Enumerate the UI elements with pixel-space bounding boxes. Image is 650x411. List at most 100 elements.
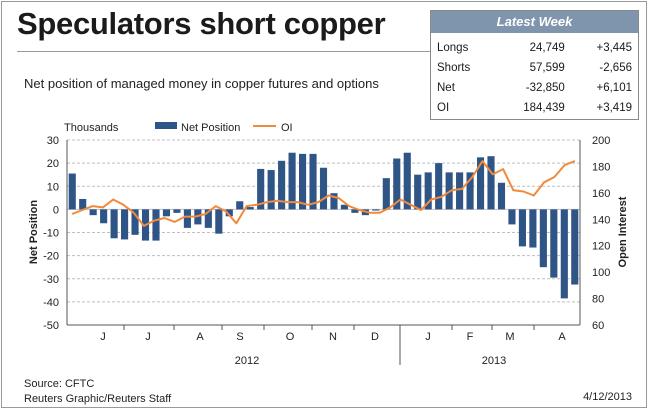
legend-label-net-position: Net Position <box>181 122 240 134</box>
y-tick-label: -10 <box>43 228 59 240</box>
legend-label-oi: OI <box>281 122 293 134</box>
net-position-bar <box>173 209 181 213</box>
footer-source: Source: CFTC Reuters Graphic/Reuters Sta… <box>24 377 171 407</box>
net-position-bar <box>539 209 547 268</box>
title-divider <box>17 51 431 52</box>
net-position-bar <box>372 209 380 211</box>
row-value: 184,439 <box>523 101 565 114</box>
credit-text: Reuters Graphic/Reuters Staff <box>24 393 172 405</box>
y2-axis-title: Open Interest <box>617 196 629 267</box>
row-value: 57,599 <box>529 61 565 74</box>
net-position-bar <box>215 209 223 234</box>
net-position-bar <box>204 209 212 228</box>
net-position-bar <box>236 201 244 210</box>
y2-tick-label: 180 <box>592 161 610 173</box>
net-position-bar <box>225 209 233 217</box>
latest-week-row-shorts: Shorts 57,599 -2,656 <box>431 58 638 78</box>
latest-week-row-net: Net -32,850 +6,101 <box>431 78 638 98</box>
y-tick-label: 20 <box>47 158 59 170</box>
net-position-bar <box>309 153 317 210</box>
net-position-bar <box>267 170 275 210</box>
net-position-bar <box>466 172 474 210</box>
net-position-bar <box>110 209 118 239</box>
net-position-bar <box>382 178 390 210</box>
row-label: Shorts <box>437 61 471 74</box>
y-axis-title: Net Position <box>28 200 40 264</box>
net-position-bar <box>68 173 76 210</box>
net-position-bar <box>278 160 286 210</box>
net-position-bar <box>162 209 171 217</box>
net-position-bar <box>435 163 443 210</box>
y-tick-label: -40 <box>43 297 59 309</box>
latest-week-row-oi: OI 184,439 +3,419 <box>431 98 638 118</box>
row-change: +6,101 <box>596 81 633 94</box>
net-position-bar <box>152 209 160 241</box>
y-tick-label: -50 <box>43 320 59 332</box>
units-label: Thousands <box>64 122 119 134</box>
net-position-bar <box>100 209 108 224</box>
month-label: A <box>558 331 566 343</box>
row-label: Net <box>437 81 455 94</box>
row-change: +3,445 <box>596 41 633 54</box>
month-label: J <box>145 331 151 343</box>
net-position-bar <box>456 172 464 210</box>
net-position-bar <box>89 209 97 216</box>
latest-week-row-longs: Longs 24,749 +3,445 <box>431 38 638 58</box>
net-position-bar <box>319 167 328 210</box>
net-position-bar <box>121 209 129 240</box>
year-label: 2013 <box>482 355 506 367</box>
row-value: 24,749 <box>529 41 565 54</box>
row-label: Longs <box>437 41 469 54</box>
latest-week-table: Longs 24,749 +3,445 Shorts 57,599 -2,656… <box>431 38 638 118</box>
y2-tick-label: 80 <box>592 294 604 306</box>
oi-line <box>71 160 576 227</box>
y-tick-label: -30 <box>43 274 59 286</box>
legend-swatch-net-position <box>155 122 177 129</box>
net-position-bar <box>393 158 401 210</box>
net-position-bar <box>560 209 568 299</box>
month-label: N <box>329 331 337 343</box>
y2-tick-label: 100 <box>592 267 610 279</box>
y-tick-label: 10 <box>47 181 59 193</box>
net-position-bar <box>571 209 579 285</box>
row-change: +3,419 <box>596 101 633 114</box>
net-position-bar <box>424 172 432 210</box>
month-label: F <box>467 331 474 343</box>
source-text: Source: CFTC <box>24 378 95 390</box>
row-label: OI <box>437 101 450 114</box>
net-position-bar <box>246 207 254 210</box>
month-label: J <box>100 331 106 343</box>
latest-week-panel: Latest Week Longs 24,749 +3,445 Shorts 5… <box>430 10 639 120</box>
row-value: -32,850 <box>525 81 565 94</box>
net-position-bar <box>508 209 516 225</box>
month-label: O <box>286 331 295 343</box>
chart-subtitle: Net position of managed money in copper … <box>24 76 379 91</box>
net-position-bar <box>288 152 296 210</box>
y-tick-label: 0 <box>53 204 59 216</box>
net-position-bar <box>79 198 87 210</box>
y-tick-label: -20 <box>43 251 59 263</box>
net-position-bar <box>497 182 506 210</box>
latest-week-heading: Latest Week <box>431 11 638 33</box>
net-position-bar <box>414 174 422 210</box>
net-position-bar <box>487 156 495 210</box>
chart-title: Speculators short copper <box>17 6 386 41</box>
y2-tick-label: 120 <box>592 241 610 253</box>
row-change: -2,656 <box>599 61 632 74</box>
net-position-bar <box>183 209 191 228</box>
net-position-bar <box>476 157 485 210</box>
net-position-bar <box>330 193 338 210</box>
month-label: J <box>425 331 431 343</box>
y2-tick-label: 160 <box>592 188 610 200</box>
net-position-bar <box>550 209 558 278</box>
month-label: A <box>196 331 204 343</box>
y-tick-label: 30 <box>47 135 59 147</box>
y2-tick-label: 140 <box>592 214 610 226</box>
footer-date: 4/12/2013 <box>583 391 632 403</box>
net-position-bar <box>529 209 537 248</box>
month-label: M <box>505 331 514 343</box>
net-position-bar <box>340 204 348 210</box>
net-position-bar <box>403 152 411 210</box>
net-position-bar <box>299 153 307 210</box>
